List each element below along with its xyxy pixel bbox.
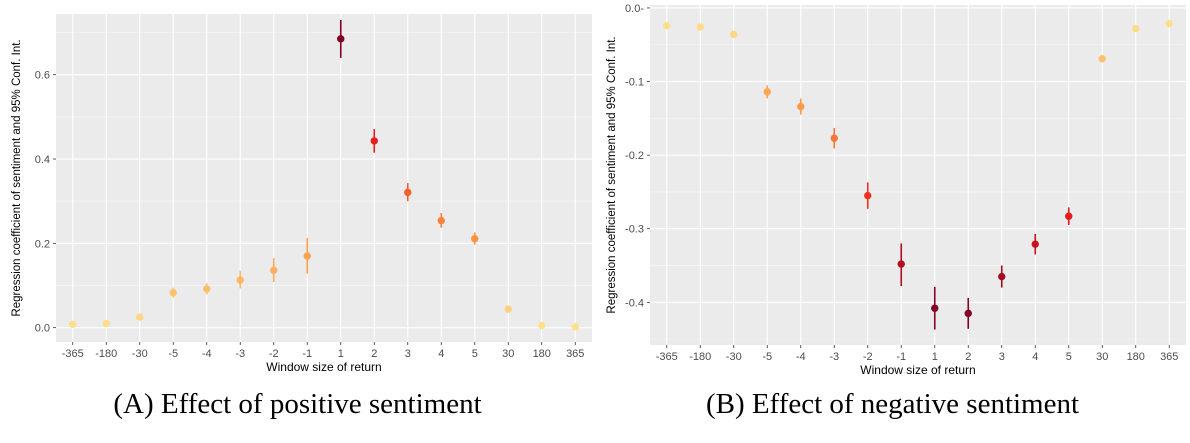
- data-point: [370, 137, 378, 145]
- data-point: [763, 88, 771, 96]
- data-point: [830, 134, 838, 142]
- y-tick-label: -0.2: [625, 150, 644, 162]
- x-tick-label: -4: [796, 351, 806, 363]
- x-axis-title: Window size of return: [266, 360, 381, 374]
- data-point: [897, 260, 905, 268]
- x-tick-label: -1: [302, 348, 312, 360]
- x-tick-label: -3: [829, 351, 839, 363]
- x-tick-label: -365: [656, 351, 678, 363]
- data-point: [303, 252, 311, 260]
- data-point: [964, 309, 972, 318]
- data-point: [471, 235, 479, 243]
- data-point: [797, 102, 805, 111]
- x-axis-title: Window size of return: [860, 363, 975, 377]
- x-tick-label: -1: [896, 351, 906, 363]
- data-point: [102, 319, 110, 328]
- x-tick-label: -180: [689, 351, 711, 363]
- x-tick-label: 3: [405, 348, 411, 360]
- y-tick-label: 0.0-: [625, 3, 644, 15]
- x-tick-label: 1: [338, 348, 344, 360]
- x-tick-label: 5: [472, 348, 478, 360]
- chart-panel-a: 0.0 0.2 0.4 0.6 -365 -180 -30 -5 -4 -3 -2 -1 1 2 3 4 5 30…: [11, 14, 592, 420]
- x-tick-label: 30: [1096, 351, 1108, 363]
- data-point: [270, 266, 278, 275]
- data-point: [998, 272, 1006, 281]
- data-point: [404, 188, 412, 197]
- data-point: [571, 323, 579, 331]
- data-point: [696, 23, 704, 31]
- data-point: [730, 30, 738, 39]
- x-tick-label: -5: [168, 348, 178, 360]
- chart-a-caption: (A) Effect of positive sentiment: [113, 388, 482, 420]
- data-point: [169, 288, 177, 297]
- data-point: [1098, 55, 1106, 63]
- y-tick-label: -0.1: [625, 77, 644, 89]
- plot-background: [650, 5, 1186, 345]
- y-tick-label: -0.4: [625, 297, 644, 309]
- x-tick-label: -30: [726, 351, 742, 363]
- x-tick-label: -2: [863, 351, 873, 363]
- x-tick-label: -180: [95, 348, 117, 360]
- data-point: [69, 320, 77, 328]
- x-tick-label: -2: [269, 348, 279, 360]
- data-point: [437, 216, 445, 225]
- data-point: [1165, 19, 1173, 28]
- data-point: [203, 285, 211, 293]
- data-point: [1065, 212, 1073, 220]
- data-point: [236, 276, 244, 284]
- data-point: [337, 35, 345, 43]
- data-point: [663, 21, 671, 30]
- y-tick-label: 0.4: [35, 154, 50, 166]
- x-tick-label: 4: [1032, 351, 1038, 363]
- x-tick-label: 4: [438, 348, 444, 360]
- x-tick-label: 365: [1160, 351, 1178, 363]
- data-point: [504, 305, 512, 313]
- x-tick-label: -3: [235, 348, 245, 360]
- data-point: [1031, 240, 1039, 248]
- chart-panel-b: 0.0- -0.1 -0.2 -0.3 -0.4 -365 -180 -30 -5 -4 -3 -2 -…: [595, 0, 1190, 443]
- y-tick-label: 0.2: [35, 238, 50, 250]
- chart-b-svg: 0.0- -0.1 -0.2 -0.3 -0.4 -365 -180 -30 -5 -4 -3 -2 -…: [606, 3, 1186, 377]
- plot-background: [56, 14, 592, 342]
- data-point: [1132, 24, 1140, 33]
- x-tick-label: -5: [762, 351, 772, 363]
- x-tick-label: 2: [965, 351, 971, 363]
- chart-a-svg: 0.0 0.2 0.4 0.6 -365 -180 -30 -5 -4 -3 -2 -1 1 2 3 4 5 30…: [11, 14, 592, 374]
- data-point: [864, 191, 872, 200]
- y-axis-title: Regression coefficient of sentiment and …: [606, 36, 618, 313]
- x-tick-label: 180: [1127, 351, 1145, 363]
- chart-b-caption: (B) Effect of negative sentiment: [705, 388, 1080, 420]
- x-tick-label: 365: [566, 348, 584, 360]
- y-tick-label: 0.0: [35, 323, 50, 335]
- y-axis-title: Regression coefficient of sentiment and …: [11, 39, 23, 316]
- x-tick-label: 180: [533, 348, 551, 360]
- x-tick-label: 1: [932, 351, 938, 363]
- x-tick-label: -365: [62, 348, 84, 360]
- x-tick-label: 3: [999, 351, 1005, 363]
- x-tick-label: 2: [371, 348, 377, 360]
- data-point: [136, 313, 144, 321]
- x-tick-label: 5: [1066, 351, 1072, 363]
- y-tick-label: -0.3: [625, 224, 644, 236]
- data-point: [538, 321, 546, 330]
- x-tick-label: -4: [202, 348, 212, 360]
- x-tick-label: -30: [132, 348, 148, 360]
- data-point: [931, 304, 939, 312]
- x-tick-label: 30: [502, 348, 514, 360]
- y-tick-label: 0.6: [35, 70, 50, 82]
